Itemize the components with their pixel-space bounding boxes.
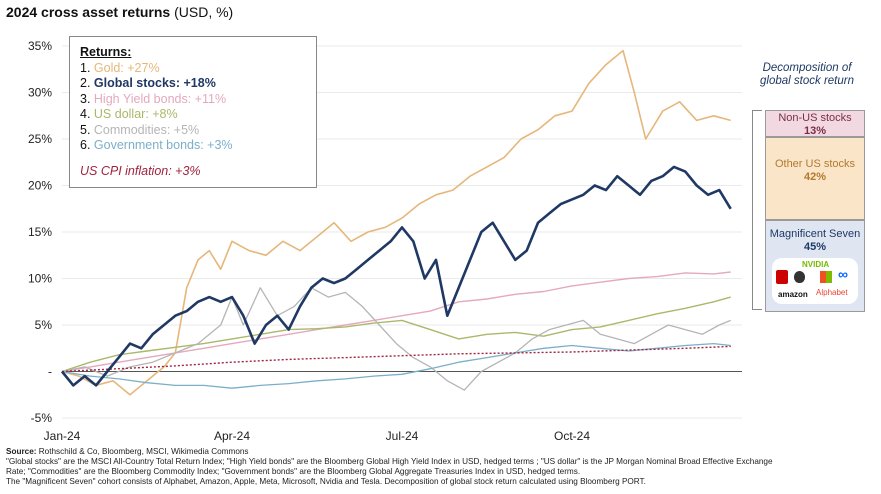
y-tick-label: 15%: [28, 225, 52, 239]
chart-series: [60, 49, 732, 396]
legend-item-label: Government bonds: +3%: [93, 138, 233, 152]
y-tick-label: -: [48, 365, 52, 379]
nvidia-logo-icon: NVIDIA: [802, 260, 830, 269]
legend-item-number: 3.: [80, 91, 94, 106]
legend-item-label: Gold: +27%: [93, 60, 160, 75]
segment-value: 42%: [803, 171, 827, 183]
legend-item: 2. Global stocks: +18%: [80, 76, 306, 92]
y-axis-labels: -5%-5%10%15%20%25%30%35%: [28, 39, 52, 425]
legend-heading: Returns:: [80, 45, 132, 59]
legend-item: 4. US dollar: +8%: [80, 107, 306, 123]
segment-non-us-stocks: Non-US stocks 13%: [765, 110, 865, 137]
tesla-logo-icon: [776, 270, 788, 284]
footer-source-label: Source:: [6, 447, 37, 456]
title-rest: (USD, %): [170, 4, 234, 20]
legend-item: 1. Gold: +27%: [80, 61, 306, 77]
series-line-us-cpi-inflation: [61, 345, 731, 373]
footer-line: Rate; "Commodities" are the Bloomberg Co…: [6, 467, 581, 476]
legend-item-label: Global stocks: +18%: [93, 76, 216, 90]
legend-cpi: US CPI inflation: +3%: [80, 163, 201, 178]
magnificent-seven-logos: NVIDIA ∞ amazon Alphabet: [772, 258, 858, 304]
y-tick-label: 25%: [28, 132, 52, 146]
segment-other-us-stocks: Other US stocks 42%: [765, 137, 865, 220]
footer-source: Source: Rothschild & Co, Bloomberg, MSCI…: [6, 447, 876, 457]
legend-item-number: 4.: [80, 107, 94, 121]
decomposition-title: Decomposition of global stock return: [760, 62, 854, 87]
legend-item: 6. Government bonds: +3%: [80, 138, 306, 154]
page-title: 2024 cross asset returns (USD, %): [6, 4, 233, 20]
segment-value: 45%: [803, 241, 827, 253]
segment-label: Non-US stocks: [778, 112, 852, 124]
legend-item-label: US dollar: +8%: [93, 107, 178, 121]
title-bold: 2024 cross asset returns: [6, 4, 171, 20]
series-line-government-bonds: [61, 342, 731, 389]
microsoft-logo-icon: [820, 271, 832, 283]
y-tick-label: 10%: [28, 272, 52, 286]
amazon-logo-icon: amazon: [778, 290, 808, 299]
y-tick-label: 20%: [28, 179, 52, 193]
footer-line: "Global stocks" are the MSCI All-Country…: [6, 457, 773, 466]
legend-items: 1. Gold: +27% 2. Global stocks: +18% 3. Hi…: [80, 61, 306, 154]
series-line-us-dollar: [61, 296, 731, 373]
legend-item-label: High Yield bonds: +11%: [93, 91, 227, 106]
legend-item: 5. Commodities: +5%: [80, 123, 306, 139]
segment-label: Magnificent Seven: [769, 228, 861, 240]
x-tick-label: Jan-24: [44, 429, 81, 443]
legend-item-number: 6.: [80, 138, 94, 152]
legend-item-number: 2.: [80, 76, 94, 90]
series-line-commodities: [61, 287, 731, 391]
legend-item-number: 1.: [80, 60, 94, 75]
segment-label: Other US stocks: [774, 158, 856, 170]
y-tick-label: 35%: [28, 39, 52, 53]
y-tick-label: -5%: [31, 411, 53, 425]
legend-item: 3. High Yield bonds: +11%: [80, 92, 306, 108]
y-tick-label: 30%: [28, 86, 52, 100]
footer-source-text: Rothschild & Co, Bloomberg, MSCI, Wikime…: [36, 447, 249, 456]
x-tick-label: Oct-24: [554, 429, 590, 443]
legend-item-number: 5.: [80, 122, 94, 137]
series-line-high-yield-bonds: [61, 271, 731, 373]
footer-line: The "Magnificent Seven" cohort consists …: [6, 477, 646, 486]
x-axis-labels: Jan-24 Apr-24 Jul-24 Oct-24: [44, 429, 591, 443]
footer-notes: Source: Rothschild & Co, Bloomberg, MSCI…: [6, 447, 876, 487]
apple-logo-icon: [794, 271, 805, 283]
y-tick-label: 5%: [35, 318, 53, 332]
x-tick-label: Jul-24: [386, 429, 419, 443]
alphabet-logo-icon: Alphabet: [816, 288, 848, 297]
x-tick-label: Apr-24: [214, 429, 250, 443]
meta-logo-icon: ∞: [838, 266, 848, 282]
series-line-global-stocks: [60, 165, 732, 387]
segment-value: 13%: [803, 125, 827, 137]
legend-item-label: Commodities: +5%: [93, 122, 200, 137]
decomposition-bracket: [752, 110, 762, 310]
returns-legend: Returns: 1. Gold: +27% 2. Global stocks: …: [69, 36, 317, 188]
